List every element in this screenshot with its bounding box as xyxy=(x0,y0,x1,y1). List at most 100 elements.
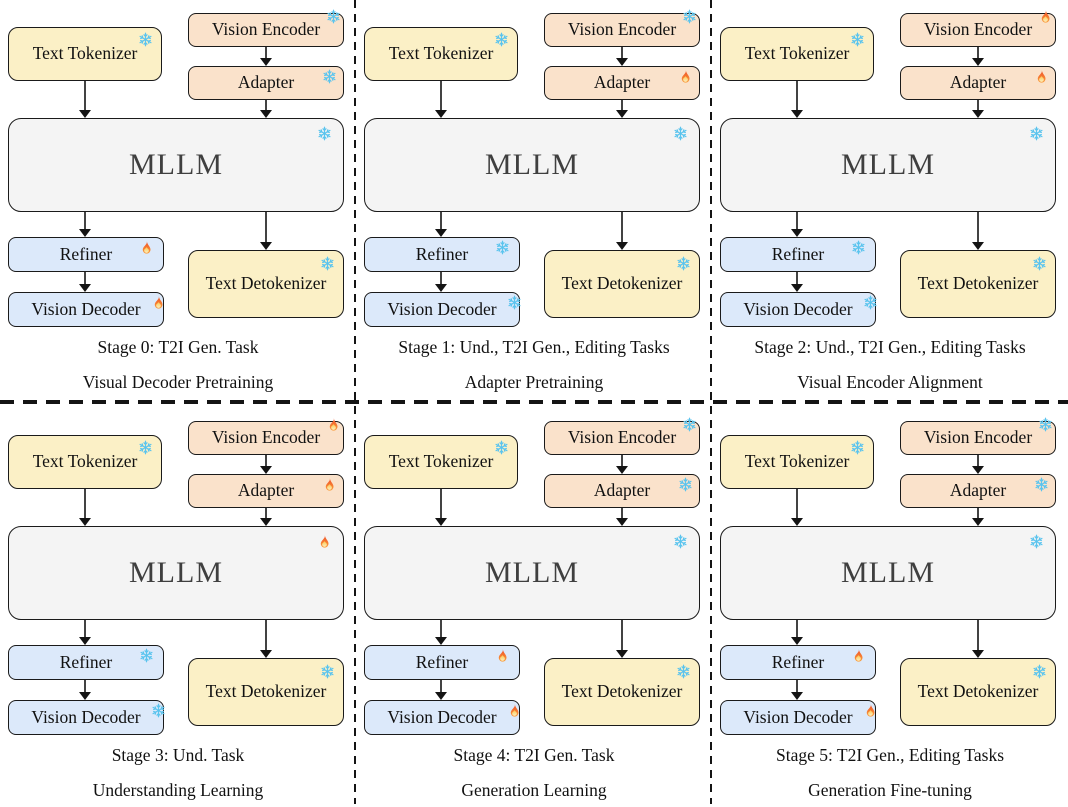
vision-decoder-box: Vision Decoder xyxy=(8,700,166,735)
vision-decoder-label: Vision Decoder xyxy=(387,298,497,319)
vision-decoder-label: Vision Decoder xyxy=(743,298,853,319)
mllm-box: MLLM xyxy=(8,118,344,212)
adapter-label: Adapter xyxy=(237,480,295,501)
snowflake-icon xyxy=(1034,477,1049,492)
stage-3-panel: Text Tokenizer Vision Encoder Adapter ML… xyxy=(0,408,356,807)
snowflake-icon xyxy=(673,534,688,549)
stage-4-panel: Text Tokenizer Vision Encoder Adapter ML… xyxy=(356,408,712,807)
refiner-label: Refiner xyxy=(59,651,113,672)
snowflake-icon xyxy=(676,256,691,271)
vision-encoder-box: Vision Encoder xyxy=(188,418,344,455)
adapter-label: Adapter xyxy=(593,480,651,501)
horizontal-dashed-divider xyxy=(0,400,1068,404)
flame-icon xyxy=(317,534,332,549)
vision-encoder-label: Vision Encoder xyxy=(211,19,321,40)
mllm-box: MLLM xyxy=(8,526,344,620)
mllm-label: MLLM xyxy=(841,556,935,589)
snowflake-icon xyxy=(1032,256,1047,271)
adapter-label: Adapter xyxy=(593,72,651,93)
snowflake-icon xyxy=(851,240,866,255)
text-tokenizer-box: Text Tokenizer xyxy=(364,435,518,489)
flame-icon xyxy=(851,648,866,663)
refiner-box: Refiner xyxy=(364,645,520,680)
vision-decoder-label: Vision Decoder xyxy=(31,298,141,319)
text-detokenizer-label: Text Detokenizer xyxy=(561,681,683,702)
snowflake-icon xyxy=(326,9,341,24)
flame-icon xyxy=(495,648,510,663)
text-tokenizer-box: Text Tokenizer xyxy=(720,27,874,81)
stage-caption-task: Stage 3: Und. Task xyxy=(111,745,245,765)
text-tokenizer-box: Text Tokenizer xyxy=(364,27,518,81)
vision-encoder-label: Vision Encoder xyxy=(923,427,1033,448)
vision-encoder-box: Vision Encoder xyxy=(900,417,1056,455)
flame-icon xyxy=(139,240,154,255)
adapter-label: Adapter xyxy=(949,480,1007,501)
snowflake-icon xyxy=(678,477,693,492)
stage-1-panel: Text Tokenizer Vision Encoder Adapter ML… xyxy=(356,0,712,399)
text-tokenizer-label: Text Tokenizer xyxy=(744,451,850,472)
flame-icon xyxy=(1038,9,1053,24)
snowflake-icon xyxy=(320,256,335,271)
text-detokenizer-label: Text Detokenizer xyxy=(205,681,327,702)
flame-icon xyxy=(326,417,341,432)
text-detokenizer-box: Text Detokenizer xyxy=(544,250,700,318)
snowflake-icon xyxy=(320,664,335,679)
adapter-box: Adapter xyxy=(900,66,1056,100)
text-tokenizer-box: Text Tokenizer xyxy=(8,435,162,489)
snowflake-icon xyxy=(494,440,509,455)
vision-encoder-label: Vision Encoder xyxy=(923,19,1033,40)
adapter-label: Adapter xyxy=(949,72,1007,93)
adapter-box: Adapter xyxy=(900,474,1056,508)
vision-decoder-box: Vision Decoder xyxy=(720,700,876,735)
vision-decoder-label: Vision Decoder xyxy=(31,706,141,727)
snowflake-icon xyxy=(322,69,337,84)
text-detokenizer-label: Text Detokenizer xyxy=(917,681,1039,702)
text-detokenizer-label: Text Detokenizer xyxy=(917,273,1039,294)
stage-caption-task: Stage 4: T2I Gen. Task xyxy=(453,745,615,765)
text-detokenizer-label: Text Detokenizer xyxy=(561,273,683,294)
text-tokenizer-label: Text Tokenizer xyxy=(388,451,494,472)
refiner-label: Refiner xyxy=(771,651,825,672)
text-tokenizer-label: Text Tokenizer xyxy=(32,451,138,472)
flame-icon xyxy=(678,69,693,84)
mllm-box: MLLM xyxy=(364,526,700,620)
mllm-label: MLLM xyxy=(841,148,935,181)
snowflake-icon xyxy=(317,126,332,141)
adapter-box: Adapter xyxy=(544,66,700,100)
vision-encoder-label: Vision Encoder xyxy=(567,19,677,40)
vision-decoder-box: Vision Decoder xyxy=(364,700,520,735)
stage-caption-task: Stage 1: Und., T2I Gen., Editing Tasks xyxy=(398,337,670,357)
stage-caption-name: Generation Learning xyxy=(461,780,607,800)
snowflake-icon xyxy=(1029,126,1044,141)
mllm-box: MLLM xyxy=(720,118,1056,212)
snowflake-icon xyxy=(495,240,510,255)
snowflake-icon xyxy=(1032,664,1047,679)
flame-icon xyxy=(1034,69,1049,84)
vision-encoder-box: Vision Encoder xyxy=(188,9,344,47)
vision-encoder-label: Vision Encoder xyxy=(211,427,321,448)
snowflake-icon xyxy=(139,648,154,663)
text-detokenizer-box: Text Detokenizer xyxy=(900,658,1056,726)
stage-caption-task: Stage 5: T2I Gen., Editing Tasks xyxy=(775,745,1005,765)
snowflake-icon xyxy=(151,703,166,718)
refiner-label: Refiner xyxy=(415,243,469,264)
snowflake-icon xyxy=(494,32,509,47)
flame-icon xyxy=(863,703,878,718)
refiner-label: Refiner xyxy=(415,651,469,672)
adapter-box: Adapter xyxy=(188,474,344,508)
stage-caption-task: Stage 2: Und., T2I Gen., Editing Tasks xyxy=(754,337,1026,357)
stage-caption-name: Generation Fine-tuning xyxy=(808,780,972,800)
flame-icon xyxy=(507,703,522,718)
vision-decoder-box: Vision Decoder xyxy=(8,292,164,327)
refiner-box: Refiner xyxy=(720,237,876,272)
mllm-label: MLLM xyxy=(129,148,223,181)
refiner-box: Refiner xyxy=(364,237,520,272)
text-tokenizer-label: Text Tokenizer xyxy=(744,43,850,64)
vision-encoder-box: Vision Encoder xyxy=(544,9,700,47)
snowflake-icon xyxy=(682,9,697,24)
text-detokenizer-label: Text Detokenizer xyxy=(205,273,327,294)
text-tokenizer-box: Text Tokenizer xyxy=(8,27,162,81)
snowflake-icon xyxy=(138,440,153,455)
snowflake-icon xyxy=(676,664,691,679)
text-detokenizer-box: Text Detokenizer xyxy=(188,250,344,318)
